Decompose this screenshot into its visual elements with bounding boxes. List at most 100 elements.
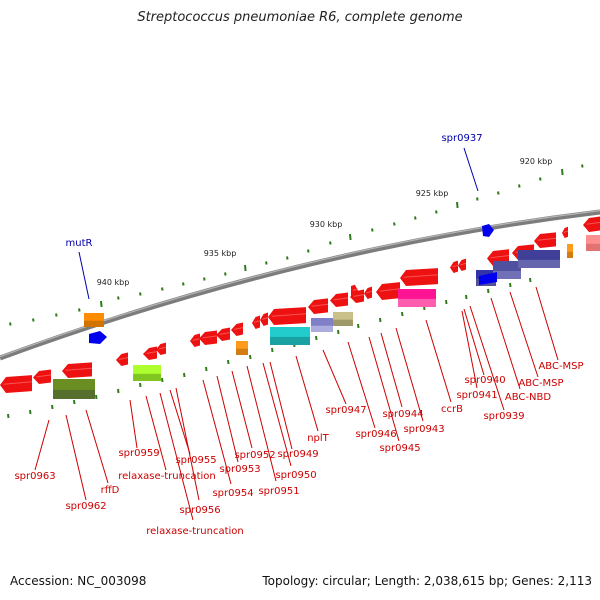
ruler-label: 940 kbp (97, 278, 130, 287)
ruler-tick (371, 228, 374, 232)
gene-label: spr0954 (212, 488, 253, 499)
gene-label: ABC-NBD (505, 392, 551, 403)
gene-label: spr0953 (219, 464, 260, 475)
gene-arrow-reverse (562, 226, 569, 238)
leader-line (159, 392, 194, 521)
gene-label: ccrB (441, 404, 463, 415)
ruler-tick (497, 191, 500, 195)
gene-label: ABC-MSP (518, 378, 563, 389)
gene-arrow-reverse (231, 322, 244, 336)
ruler-tick (435, 210, 438, 214)
ruler-tick (227, 359, 230, 365)
gene-arrow-reverse (308, 298, 329, 314)
gene-label: spr0947 (325, 405, 366, 416)
ruler-tick (32, 318, 35, 322)
genome-title: Streptococcus pneumoniae R6, complete ge… (137, 10, 463, 25)
gene-arrow-blue (479, 272, 497, 285)
ruler-tick (205, 366, 208, 372)
ruler-tick (183, 372, 186, 378)
gene-block-lavender (311, 318, 333, 332)
ruler-tick (357, 323, 360, 329)
leader-line (85, 409, 109, 484)
ruler-tick (349, 233, 352, 241)
gene-label: spr0945 (379, 443, 420, 454)
gene-label: rffD (101, 485, 120, 496)
leader-line (380, 332, 403, 408)
ruler-tick (55, 313, 58, 317)
ruler-label: 925 kbp (416, 189, 449, 198)
label-leader-lines (34, 147, 559, 521)
leader-line (535, 286, 559, 361)
ruler-tick (445, 299, 448, 305)
leader-line (490, 297, 521, 390)
gene-block-khaki (333, 312, 353, 326)
ruler-tick (401, 311, 404, 317)
ruler-tick (203, 277, 206, 281)
leader-line (34, 419, 50, 471)
gene-label: spr0956 (179, 505, 220, 516)
gene-block-olive (53, 379, 95, 399)
gene-arrow-reverse (376, 282, 401, 300)
ruler-tick (265, 261, 268, 265)
gene-label: nplT (307, 433, 329, 444)
gene-block-indigo (518, 250, 560, 268)
ruler-tick (465, 294, 468, 300)
leader-line-blue (463, 147, 479, 192)
leader-line (322, 349, 347, 405)
leader-line (129, 399, 138, 449)
gene-label: spr0963 (14, 471, 55, 482)
leader-line (246, 365, 277, 482)
gene-label: spr0962 (65, 501, 106, 512)
ruler-tick (307, 249, 310, 253)
ruler-tick (9, 322, 12, 326)
gene-label: spr0952 (234, 450, 275, 461)
leader-line (175, 387, 200, 501)
leader-line (145, 395, 167, 471)
gene-label: spr0959 (118, 448, 159, 459)
ruler-labels: 940 kbp 935 kbp 930 kbp 925 kbp 920 kbp (97, 157, 553, 287)
gene-arrow-reverse (534, 232, 557, 248)
ruler-tick (379, 317, 382, 323)
gene-arrow-reverse (116, 352, 129, 366)
ruler-tick (182, 282, 185, 286)
ruler-tick (337, 329, 340, 335)
ruler-tick (518, 184, 521, 188)
ruler-tick (29, 409, 32, 415)
top-label: mutR (66, 238, 93, 249)
ruler-tick (581, 164, 584, 168)
ruler-tick (249, 354, 252, 360)
top-labels: mutR spr0937 (66, 133, 483, 249)
leader-line (216, 375, 239, 463)
top-label: spr0937 (441, 133, 482, 144)
gene-arrow-reverse (156, 342, 167, 355)
ruler-tick (271, 347, 274, 353)
genome-backbone-highlight (0, 210, 600, 358)
leader-line-blue (78, 251, 90, 300)
gene-features (0, 216, 600, 399)
leader-line (202, 379, 232, 485)
gene-arrow-reverse (268, 307, 307, 325)
gene-label: spr0949 (277, 449, 318, 460)
gene-arrow-reverse (350, 289, 365, 303)
gene-label: relaxase-truncation (146, 526, 243, 537)
gene-block-lime (133, 365, 161, 381)
gene-arrow-blue (482, 224, 494, 237)
gene-block-cyan (270, 327, 310, 345)
ruler-tick (476, 197, 479, 201)
leader-line (395, 327, 424, 422)
gene-arrow-reverse (190, 333, 201, 347)
gene-arrow-reverse (330, 292, 349, 307)
leader-line (368, 336, 400, 442)
leader-line (262, 362, 292, 467)
gene-block-orange (567, 244, 573, 258)
ruler-tick (117, 388, 120, 394)
ruler-label: 935 kbp (204, 249, 237, 258)
gene-block-slate (493, 261, 521, 279)
ruler-tick (456, 201, 459, 209)
ruler-tick (487, 288, 490, 294)
ruler-tick (139, 382, 142, 388)
ruler-tick (244, 264, 247, 272)
gene-label: spr0946 (355, 429, 396, 440)
